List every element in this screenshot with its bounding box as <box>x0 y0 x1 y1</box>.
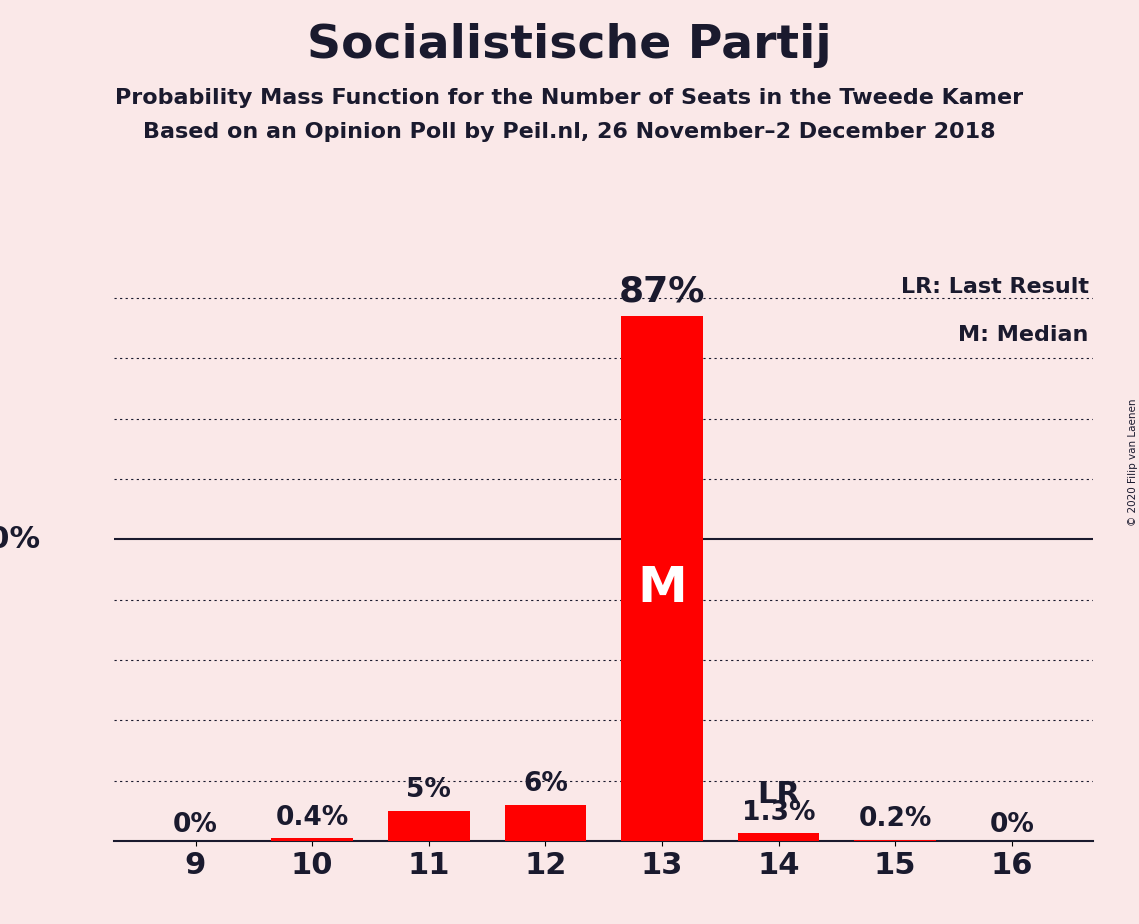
Text: LR: LR <box>757 780 800 808</box>
Text: 87%: 87% <box>618 275 705 309</box>
Text: 50%: 50% <box>0 525 41 553</box>
Bar <box>505 805 587 841</box>
Text: 0.4%: 0.4% <box>276 805 349 832</box>
Bar <box>388 810 469 841</box>
Text: © 2020 Filip van Laenen: © 2020 Filip van Laenen <box>1129 398 1138 526</box>
Text: M: Median: M: Median <box>958 325 1089 346</box>
Text: Socialistische Partij: Socialistische Partij <box>308 23 831 68</box>
Text: 1.3%: 1.3% <box>741 800 816 826</box>
Text: 0%: 0% <box>990 812 1034 838</box>
Text: 0%: 0% <box>173 812 218 838</box>
Bar <box>738 833 819 841</box>
Text: 5%: 5% <box>407 777 451 804</box>
Text: Probability Mass Function for the Number of Seats in the Tweede Kamer: Probability Mass Function for the Number… <box>115 88 1024 108</box>
Bar <box>621 316 703 841</box>
Bar <box>271 838 353 841</box>
Text: 6%: 6% <box>523 772 568 797</box>
Text: M: M <box>637 564 687 612</box>
Text: Based on an Opinion Poll by Peil.nl, 26 November–2 December 2018: Based on an Opinion Poll by Peil.nl, 26 … <box>144 122 995 142</box>
Text: LR: Last Result: LR: Last Result <box>901 276 1089 297</box>
Bar <box>854 840 936 841</box>
Text: 0.2%: 0.2% <box>859 807 932 833</box>
